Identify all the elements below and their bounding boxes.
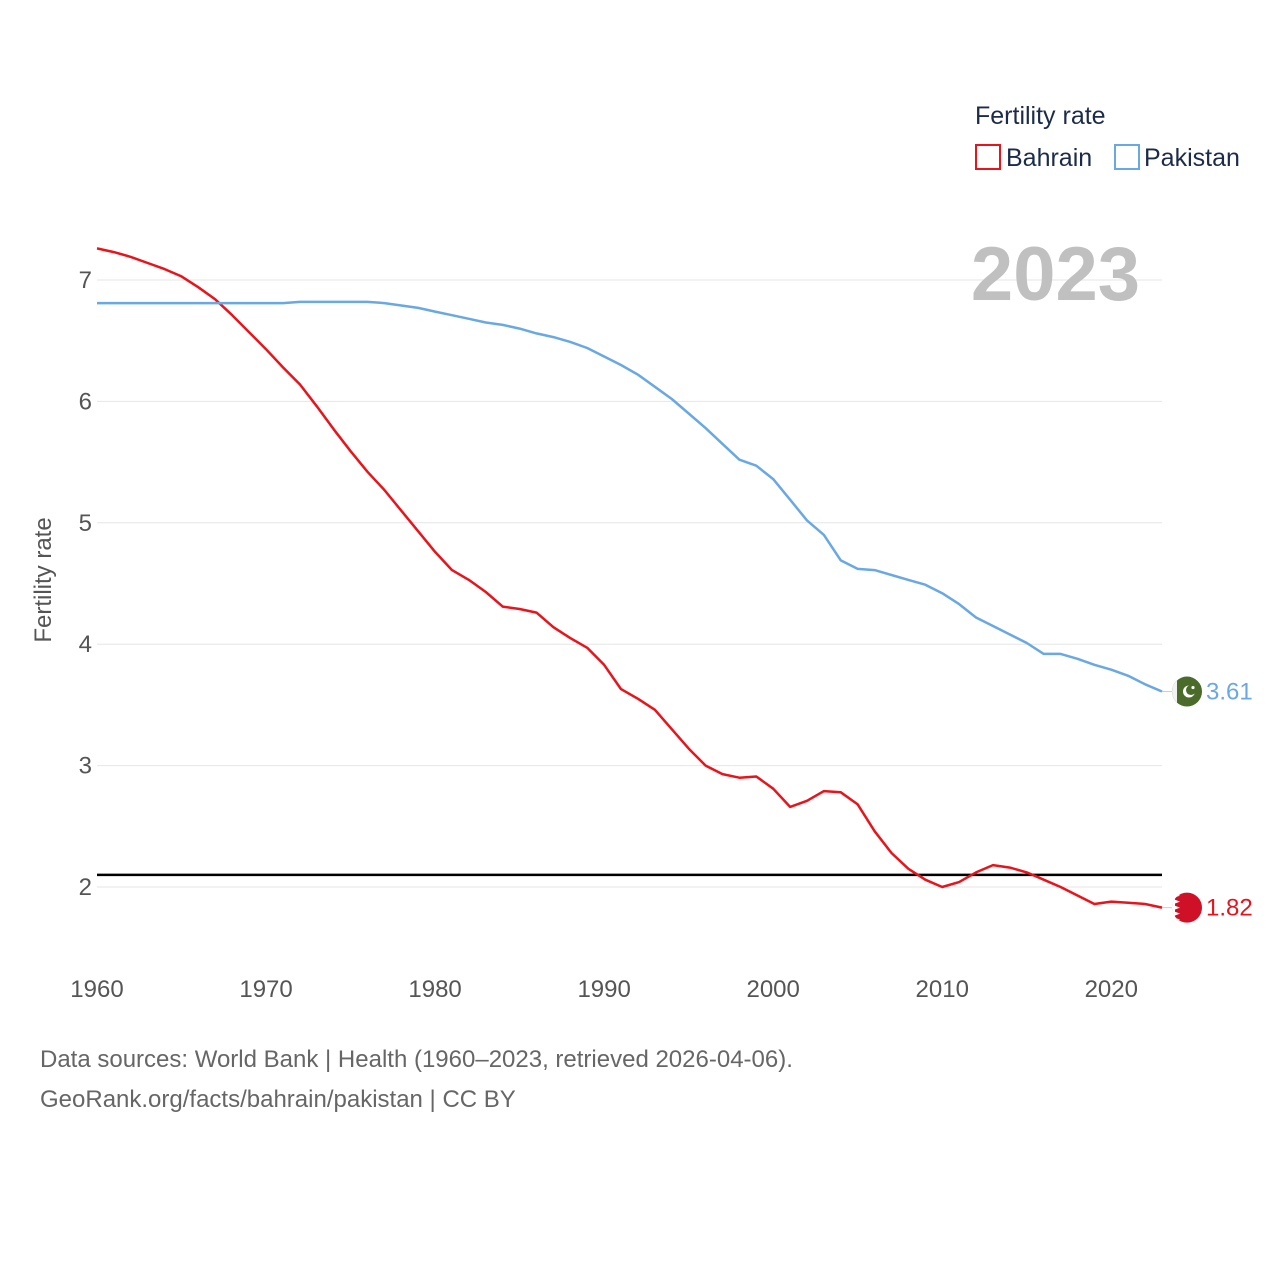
- series-layer: [96, 247, 1163, 909]
- source-link[interactable]: GeoRank.org/facts/bahrain/pakistan | CC …: [40, 1086, 516, 1113]
- series-line-bahrain: [96, 247, 1163, 909]
- y-tick-5: 5: [79, 510, 92, 537]
- x-tick-2010: 2010: [916, 976, 969, 1003]
- pakistan-flag-icon: [1162, 676, 1202, 707]
- x-tick-1970: 1970: [239, 976, 292, 1003]
- x-tick-1980: 1980: [408, 976, 461, 1003]
- y-tick-7: 7: [79, 267, 92, 294]
- end-label-bahrain: 1.82: [1206, 895, 1253, 922]
- series-line-pakistan: [97, 300, 1163, 693]
- legend-item-pakistan[interactable]: Pakistan: [1114, 144, 1240, 172]
- y-tick-3: 3: [79, 753, 92, 780]
- x-tick-1960: 1960: [70, 976, 123, 1003]
- y-axis-ticks: 2 3 4 5 6 7: [79, 267, 92, 901]
- grid-lines: [97, 279, 1162, 888]
- legend-swatch-pakistan: [1114, 144, 1140, 170]
- footer: Data sources: World Bank | Health (1960–…: [40, 1040, 793, 1120]
- legend-title: Fertility rate: [975, 102, 1106, 130]
- x-axis-ticks: 1960 1970 1980 1990 2000 2010 2020: [70, 976, 1138, 1003]
- legend-label-pakistan: Pakistan: [1144, 144, 1240, 172]
- end-label-pakistan: 3.61: [1206, 679, 1253, 706]
- legend-label-bahrain: Bahrain: [1006, 144, 1092, 172]
- end-markers: 1.82 3.61: [1162, 676, 1253, 923]
- current-year-label: 2023: [971, 232, 1140, 317]
- legend-swatch-bahrain: [975, 144, 1001, 170]
- legend-item-bahrain[interactable]: Bahrain: [975, 144, 1092, 172]
- x-tick-1990: 1990: [577, 976, 630, 1003]
- y-tick-6: 6: [79, 388, 92, 415]
- y-axis-title: Fertility rate: [30, 517, 57, 642]
- y-tick-2: 2: [79, 874, 92, 901]
- bahrain-flag-icon: [1162, 892, 1202, 923]
- data-sources-text: Data sources: World Bank | Health (1960–…: [40, 1046, 793, 1073]
- x-tick-2000: 2000: [746, 976, 799, 1003]
- x-tick-2020: 2020: [1085, 976, 1138, 1003]
- y-tick-4: 4: [79, 631, 92, 658]
